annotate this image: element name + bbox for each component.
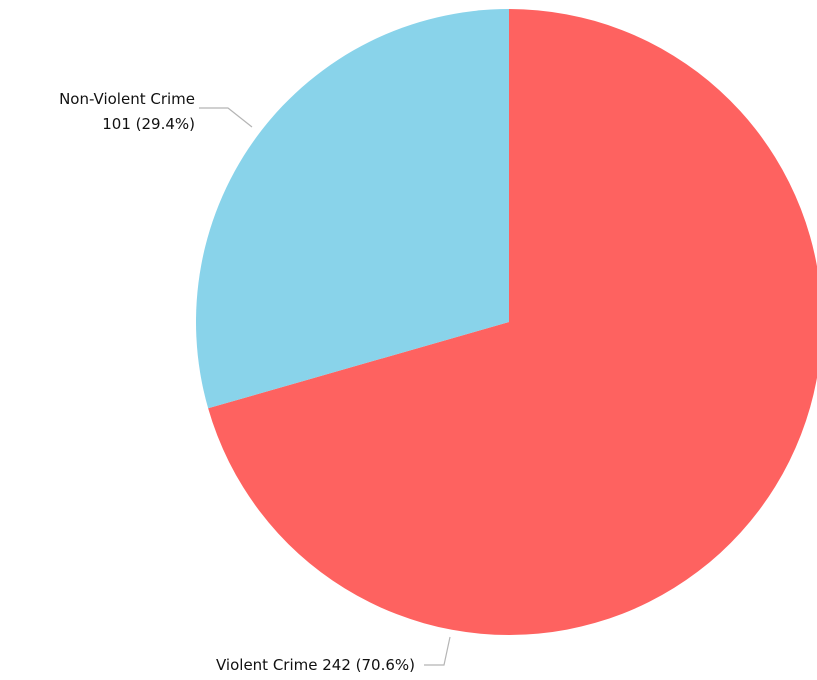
- label-non-violent-name: Non-Violent Crime: [59, 90, 195, 108]
- pie-slices: [195, 9, 817, 635]
- leader-line-violent: [424, 636, 451, 666]
- leader-line-non-violent: [199, 107, 253, 128]
- label-non-violent-value: 101 (29.4%): [102, 115, 195, 133]
- slice-violent-crime[interactable]: [208, 9, 817, 635]
- slice-non-violent-crime[interactable]: [195, 9, 509, 409]
- label-violent: Violent Crime 242 (70.6%): [216, 656, 415, 674]
